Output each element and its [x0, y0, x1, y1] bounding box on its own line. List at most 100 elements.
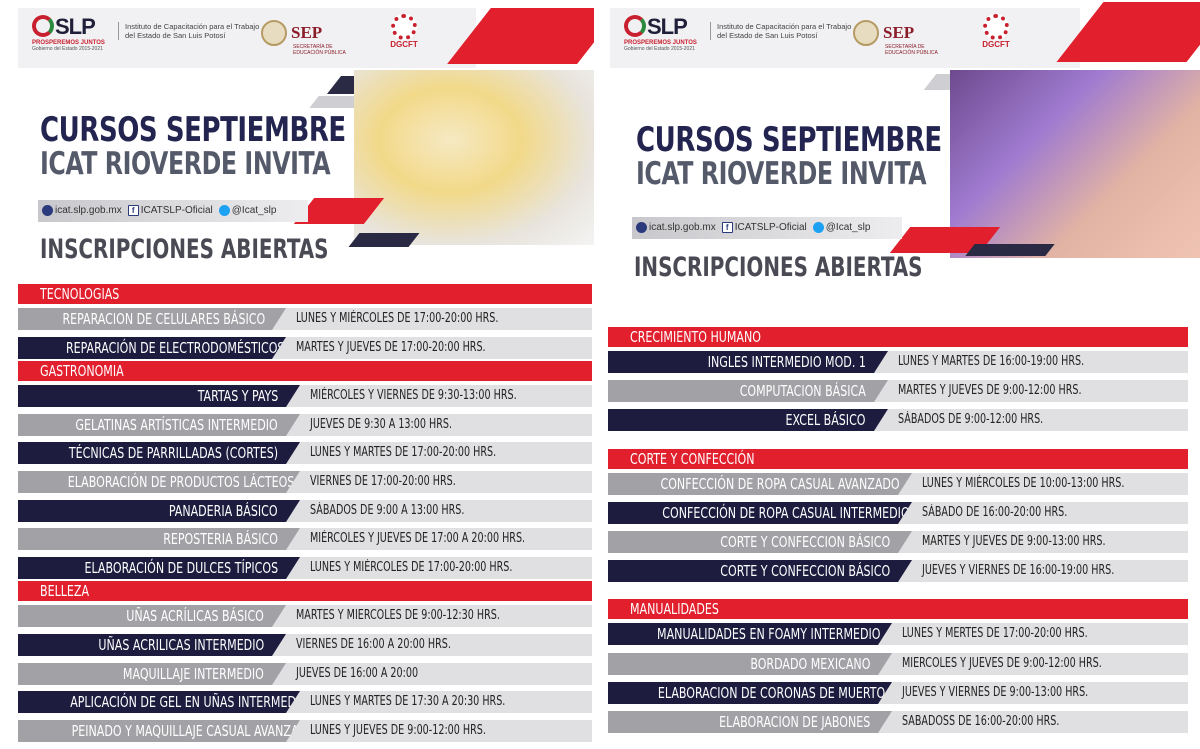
- course-schedule: SÁBADOS DE 9:00-12:00 HRS.: [888, 409, 1188, 432]
- course-schedule: VIERNES DE 17:00-20:00 HRS.: [300, 471, 592, 493]
- gear-icon: [391, 14, 417, 40]
- web-link[interactable]: icat.slp.gob.mx: [636, 222, 716, 234]
- web-link[interactable]: icat.slp.gob.mx: [42, 205, 122, 217]
- course-row: SÁBADOS DE 9:00 A 13:00 HRS. PANADERIA BÁ…: [18, 499, 592, 522]
- title-line2: ICAT RIOVERDE INVITA: [636, 156, 927, 192]
- course-name: TÉCNICAS DE PARRILLADAS (CORTES): [18, 442, 300, 465]
- category-header: CRECIMIENTO HUMANO: [608, 327, 1188, 347]
- title-block: CURSOS SEPTIEMBRE ICAT RIOVERDE INVITA: [636, 120, 996, 192]
- course-row: SABADOSS DE 16:00-20:00 HRS. ELABORACION …: [608, 711, 1188, 733]
- fabric-photo: [950, 70, 1200, 258]
- course-row: LUNES Y MERTES DE 17:00-20:00 HRS. MANUAL…: [608, 623, 1188, 646]
- category-header: TECNOLOGIAS: [18, 284, 592, 304]
- course-name: ELABORACIÓN DE DULCES TÍPICOS: [18, 556, 300, 579]
- course-row: VIERNES DE 17:00-20:00 HRS. ELABORACIÓN D…: [18, 471, 592, 493]
- course-name: COMPUTACION BÁSICA: [608, 380, 888, 403]
- facebook-link[interactable]: f ICATSLP-Oficial: [721, 222, 807, 234]
- course-schedule: LUNES Y MERTES DE 17:00-20:00 HRS.: [892, 623, 1188, 646]
- facebook-icon: f: [127, 205, 139, 217]
- course-schedule: MARTES Y JUEVES DE 9:00-12:00 HRS.: [888, 380, 1188, 403]
- inscripciones-heading: INSCRIPCIONES ABIERTAS: [40, 234, 329, 265]
- header-band: SLP PROSPEREMOS JUNTOS Gobierno del Esta…: [610, 8, 1080, 68]
- course-row: JUEVES DE 9:30 A 13:00 HRS. GELATINAS ART…: [18, 413, 592, 436]
- facebook-icon: f: [721, 222, 733, 234]
- sep-logo: SEP SECRETARÍA DE EDUCACIÓN PÚBLICA: [261, 20, 351, 56]
- title-block: CURSOS SEPTIEMBRE ICAT RIOVERDE INVITA: [40, 110, 400, 182]
- course-schedule: MIERCOLES Y JUEVES DE 9:00-12:00 HRS.: [892, 652, 1188, 675]
- course-name: APLICACIÓN DE GEL EN UÑAS INTERMEDIO: [18, 691, 300, 714]
- course-row: SÁBADO DE 16:00-20:00 HRS. CONFECCIÓN DE …: [608, 501, 1188, 524]
- course-schedule: JUEVES DE 16:00 A 20:00: [286, 662, 592, 685]
- course-row: JUEVES DE 16:00 A 20:00 MAQUILLAJE INTERM…: [18, 662, 592, 685]
- course-name: REPARACION DE CELULARES BÁSICO: [18, 308, 286, 330]
- twitter-icon: [812, 222, 824, 234]
- hero-graphic: [889, 2, 1200, 267]
- course-name: ELABORACION DE CORONAS DE MUERTO: [608, 681, 892, 704]
- twitter-link[interactable]: @Icat_slp: [812, 222, 870, 234]
- course-row: LUNES Y MIÉRCOLES DE 17:00-20:00 HRS. ELA…: [18, 556, 592, 579]
- course-schedule: LUNES Y MIÉRCOLES DE 17:00-20:00 HRS.: [286, 308, 592, 330]
- course-name: INGLES INTERMEDIO MOD. 1: [608, 351, 888, 373]
- course-name: ELABORACION DE JABONES: [608, 711, 892, 733]
- institute-name: Instituto de Capacitación para el Trabaj…: [118, 22, 268, 40]
- course-name: PANADERIA BÁSICO: [18, 499, 300, 522]
- course-row: SÁBADOS DE 9:00-12:00 HRS. EXCEL BÁSICO: [608, 409, 1188, 432]
- course-row: JUEVES Y VIERNES DE 9:00-13:00 HRS. ELABO…: [608, 681, 1188, 704]
- course-row: LUNES Y MIÉRCOLES DE 17:00-20:00 HRS. REP…: [18, 308, 592, 330]
- inscripciones-heading: INSCRIPCIONES ABIERTAS: [634, 252, 923, 283]
- course-name: ELABORACIÓN DE PRODUCTOS LÁCTEOS: [18, 471, 300, 493]
- globe-icon: [636, 222, 647, 234]
- course-row: LUNES Y MARTES DE 17:30 A 20:30 HRS. APLI…: [18, 691, 592, 714]
- course-row: LUNES Y JUEVES DE 9:00-12:00 HRS. PEINADO…: [18, 719, 592, 742]
- flyer-right: SLP PROSPEREMOS JUNTOS Gobierno del Esta…: [602, 0, 1200, 749]
- twitter-link[interactable]: @Icat_slp: [218, 205, 276, 217]
- course-name: TARTAS Y PAYS: [18, 385, 300, 408]
- course-schedule: VIERNES DE 16:00 A 20:00 HRS.: [286, 634, 592, 656]
- course-schedule: LUNES Y MARTES DE 17:30 A 20:30 HRS.: [300, 691, 592, 714]
- category-header: GASTRONOMIA: [18, 361, 592, 382]
- course-row: MIÉRCOLES Y JUEVES DE 17:00 A 20:00 HRS.…: [18, 528, 592, 551]
- category-header: CORTE Y CONFECCIÓN: [608, 448, 1188, 469]
- flyer-left: SLP PROSPEREMOS JUNTOS Gobierno del Esta…: [0, 0, 594, 749]
- title-line1: CURSOS SEPTIEMBRE: [40, 110, 346, 150]
- course-name: PEINADO Y MAQUILLAJE CASUAL AVANZADO: [18, 719, 300, 742]
- course-row: MARTES Y JUEVES DE 9:00-12:00 HRS. COMPUT…: [608, 380, 1188, 403]
- social-bar: icat.slp.gob.mx f ICATSLP-Oficial @Icat_s…: [38, 200, 308, 222]
- course-row: MIÉRCOLES Y VIERNES DE 9:30-13:00 HRS. TA…: [18, 385, 592, 408]
- national-seal-icon: [261, 20, 287, 46]
- course-name: CORTE Y CONFECCION BÁSICO: [608, 560, 912, 583]
- course-schedule: LUNES Y MARTES DE 16:00-19:00 HRS.: [888, 351, 1188, 373]
- course-name: REPOSTERIA BÁSICO: [18, 528, 300, 551]
- course-name: CORTE Y CONFECCION BÁSICO: [608, 531, 912, 553]
- gear-icon: [983, 14, 1009, 40]
- course-row: MARTES Y JUEVES DE 17:00-20:00 HRS. REPAR…: [18, 336, 592, 359]
- course-schedule: LUNES Y MIÉRCOLES DE 10:00-13:00 HRS.: [912, 472, 1188, 495]
- course-name: CONFECCIÓN DE ROPA CASUAL INTERMEDIO: [608, 501, 912, 524]
- course-row: LUNES Y MIÉRCOLES DE 10:00-13:00 HRS. CON…: [608, 472, 1188, 495]
- slp-logo: SLP PROSPEREMOS JUNTOS Gobierno del Esta…: [624, 14, 697, 52]
- course-schedule: MARTES Y JUEVES DE 17:00-20:00 HRS.: [286, 336, 592, 359]
- course-schedule: JUEVES Y VIERNES DE 16:00-19:00 HRS.: [912, 560, 1188, 583]
- course-name: MAQUILLAJE INTERMEDIO: [18, 662, 286, 685]
- facebook-link[interactable]: f ICATSLP-Oficial: [127, 205, 213, 217]
- course-schedule: MIÉRCOLES Y VIERNES DE 9:30-13:00 HRS.: [300, 385, 592, 408]
- institute-name: Instituto de Capacitación para el Trabaj…: [710, 22, 860, 40]
- course-row: VIERNES DE 16:00 A 20:00 HRS. UÑAS ACRILI…: [18, 634, 592, 656]
- dgcft-logo: DGCFT: [383, 14, 425, 49]
- course-schedule: SÁBADO DE 16:00-20:00 HRS.: [912, 501, 1188, 524]
- slp-logo: SLP PROSPEREMOS JUNTOS Gobierno del Esta…: [32, 14, 105, 52]
- course-row: LUNES Y MARTES DE 16:00-19:00 HRS. INGLES…: [608, 351, 1188, 373]
- national-seal-icon: [853, 20, 879, 46]
- header-band: SLP PROSPEREMOS JUNTOS Gobierno del Esta…: [18, 8, 476, 68]
- course-schedule: LUNES Y MARTES DE 17:00-20:00 HRS.: [300, 442, 592, 465]
- course-schedule: LUNES Y MIÉRCOLES DE 17:00-20:00 HRS.: [300, 556, 592, 579]
- course-schedule: SABADOSS DE 16:00-20:00 HRS.: [892, 711, 1188, 733]
- dgcft-logo: DGCFT: [975, 14, 1017, 49]
- course-row: MARTES Y JUEVES DE 9:00-13:00 HRS. CORTE …: [608, 531, 1188, 553]
- course-name: MANUALIDADES EN FOAMY INTERMEDIO: [608, 623, 892, 646]
- course-name: BORDADO MEXICANO: [608, 652, 892, 675]
- course-row: JUEVES Y VIERNES DE 16:00-19:00 HRS. CORT…: [608, 560, 1188, 583]
- course-row: MIERCOLES Y JUEVES DE 9:00-12:00 HRS. BOR…: [608, 652, 1188, 675]
- twitter-icon: [218, 205, 230, 217]
- title-line2: ICAT RIOVERDE INVITA: [40, 146, 331, 182]
